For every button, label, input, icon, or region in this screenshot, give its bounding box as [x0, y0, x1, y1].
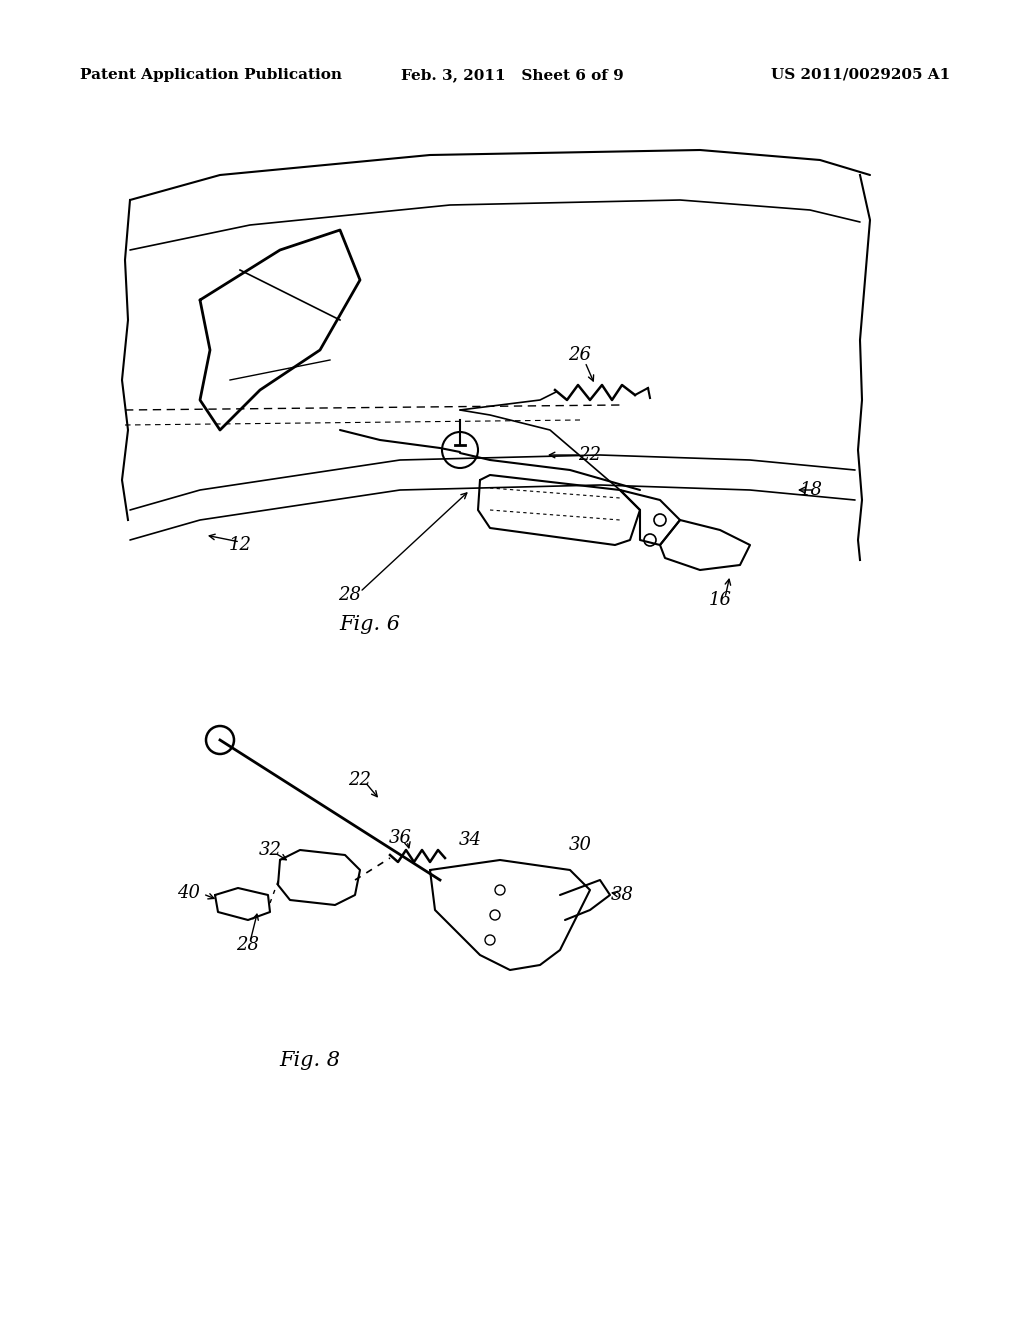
Text: 28: 28 — [237, 936, 259, 954]
Text: Fig. 8: Fig. 8 — [280, 1051, 341, 1069]
Text: 12: 12 — [228, 536, 252, 554]
Text: 22: 22 — [579, 446, 601, 465]
Text: 26: 26 — [568, 346, 592, 364]
Text: 40: 40 — [177, 884, 200, 902]
Text: 28: 28 — [339, 586, 361, 605]
Text: Fig. 6: Fig. 6 — [340, 615, 400, 635]
Text: US 2011/0029205 A1: US 2011/0029205 A1 — [771, 69, 950, 82]
Text: Patent Application Publication: Patent Application Publication — [80, 69, 342, 82]
Text: 16: 16 — [709, 591, 731, 609]
Text: Feb. 3, 2011   Sheet 6 of 9: Feb. 3, 2011 Sheet 6 of 9 — [400, 69, 624, 82]
Text: 30: 30 — [568, 836, 592, 854]
Text: 22: 22 — [348, 771, 372, 789]
Text: 18: 18 — [800, 480, 823, 499]
Text: 32: 32 — [258, 841, 282, 859]
Text: 34: 34 — [459, 832, 481, 849]
Text: 38: 38 — [610, 886, 634, 904]
Text: 36: 36 — [388, 829, 412, 847]
